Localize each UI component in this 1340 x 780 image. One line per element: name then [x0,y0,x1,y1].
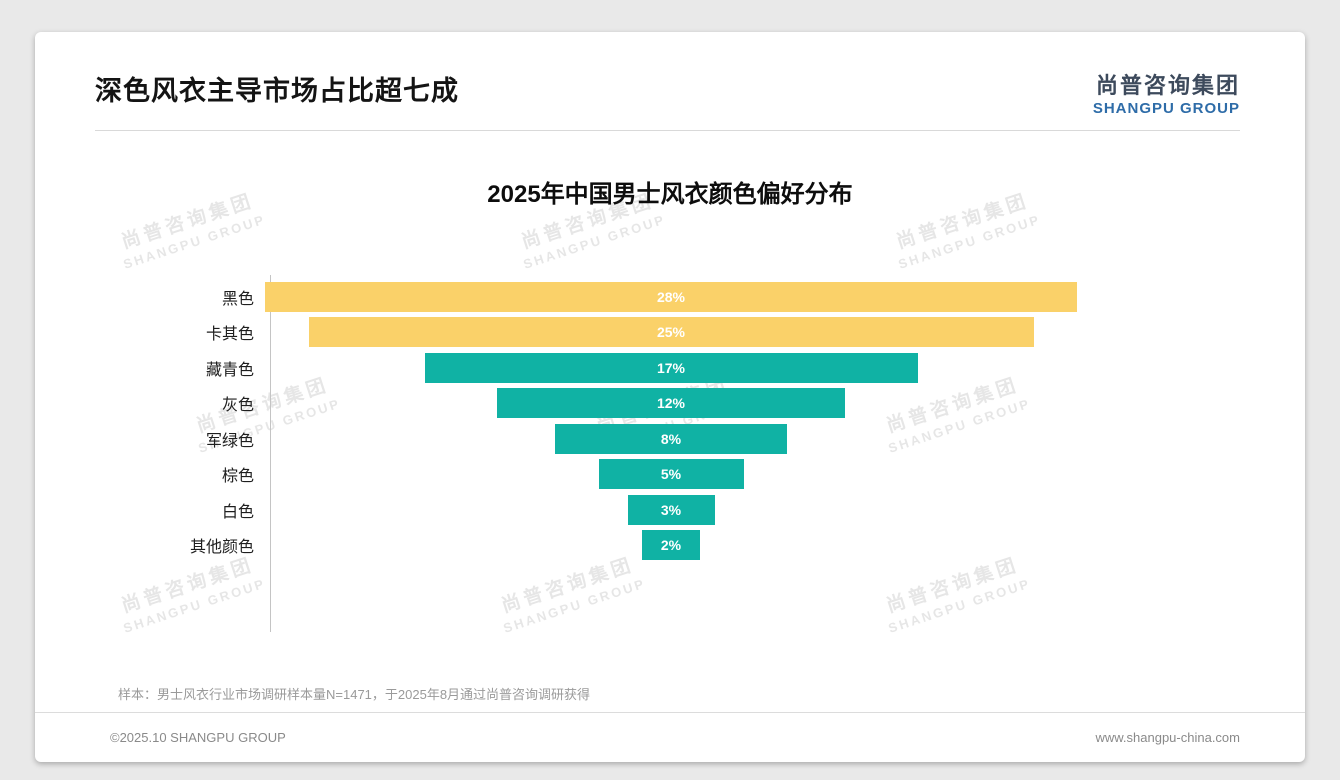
bar-track: 2% [262,530,1305,561]
bar-value-label: 28% [656,288,686,305]
bar: 25% [308,317,1034,348]
chart-rows: 黑色 28% 卡其色 25% 藏青色 17% 灰色 12% 军绿色 8% 棕色 5% 白色 3% 其他颜色 2… [35,279,1305,563]
bar-track: 12% [262,388,1305,419]
chart-row: 灰色 12% [35,386,1305,422]
chart-body: 黑色 28% 卡其色 25% 藏青色 17% 灰色 12% 军绿色 8% 棕色 5% 白色 3% 其他颜色 2… [35,275,1305,632]
copyright-text: ©2025.10 SHANGPU GROUP [110,730,286,745]
chart-row: 藏青色 17% [35,350,1305,386]
logo-chinese-text: 尚普咨询集团 [1095,73,1240,98]
chart-row: 卡其色 25% [35,315,1305,351]
company-logo: 尚普咨询集团 SHANGPU GROUP [1093,74,1240,118]
category-label: 灰色 [221,397,254,415]
category-label: 其他颜色 [189,539,254,557]
category-label: 白色 [221,503,254,521]
bar-track: 3% [262,494,1305,525]
bar-track: 25% [262,317,1305,348]
bar-track: 5% [262,459,1305,490]
category-label: 藏青色 [205,361,254,379]
bar: 3% [627,494,715,525]
bar-track: 8% [262,423,1305,454]
chart-title: 2025年中国男士风衣颜色偏好分布 [487,181,853,208]
slide-card: 尚普咨询集团 SHANGPU GROUP 尚普咨询集团 SHANGPU GROUP 尚普… [35,32,1305,762]
chart-row: 军绿色 8% [35,421,1305,457]
bar-value-label: 17% [656,359,686,376]
sample-note: 样本：男士风衣行业市场调研样本量N=1471，于2025年8月通过尚普咨询调研获… [118,687,591,702]
bar: 8% [555,423,787,454]
bar-value-label: 5% [660,466,682,483]
bar: 5% [598,459,744,490]
category-label: 军绿色 [205,432,254,450]
chart-row: 其他颜色 2% [35,528,1305,564]
bar-value-label: 12% [656,395,686,412]
footer: ©2025.10 SHANGPU GROUP www.shangpu-china… [35,712,1305,762]
header: 深色风衣主导市场占比超七成 尚普咨询集团 SHANGPU GROUP [35,32,1305,118]
bar-value-label: 2% [660,537,682,554]
chart-row: 黑色 28% [35,279,1305,315]
funnel-bar-chart: 2025年中国男士风衣颜色偏好分布 黑色 28% 卡其色 25% 藏青色 17% 灰色 12%… [35,179,1305,632]
chart-row: 棕色 5% [35,457,1305,493]
chart-row: 白色 3% [35,492,1305,528]
category-label: 卡其色 [205,326,254,344]
header-divider [95,130,1240,131]
bar-value-label: 3% [660,501,682,518]
bar: 28% [265,281,1077,312]
bar-track: 28% [262,281,1305,312]
bar: 2% [642,530,700,561]
bar-value-label: 8% [660,430,682,447]
logo-english-text: SHANGPU GROUP [1092,100,1240,117]
bar-value-label: 25% [656,324,686,341]
category-label: 黑色 [221,290,254,308]
website-url: www.shangpu-china.com [1095,730,1240,745]
bar: 17% [424,352,918,383]
category-label: 棕色 [221,468,254,486]
bar: 12% [497,388,845,419]
y-axis-line [270,275,271,632]
page-title: 深色风衣主导市场占比超七成 [95,76,459,106]
bar-track: 17% [262,352,1305,383]
